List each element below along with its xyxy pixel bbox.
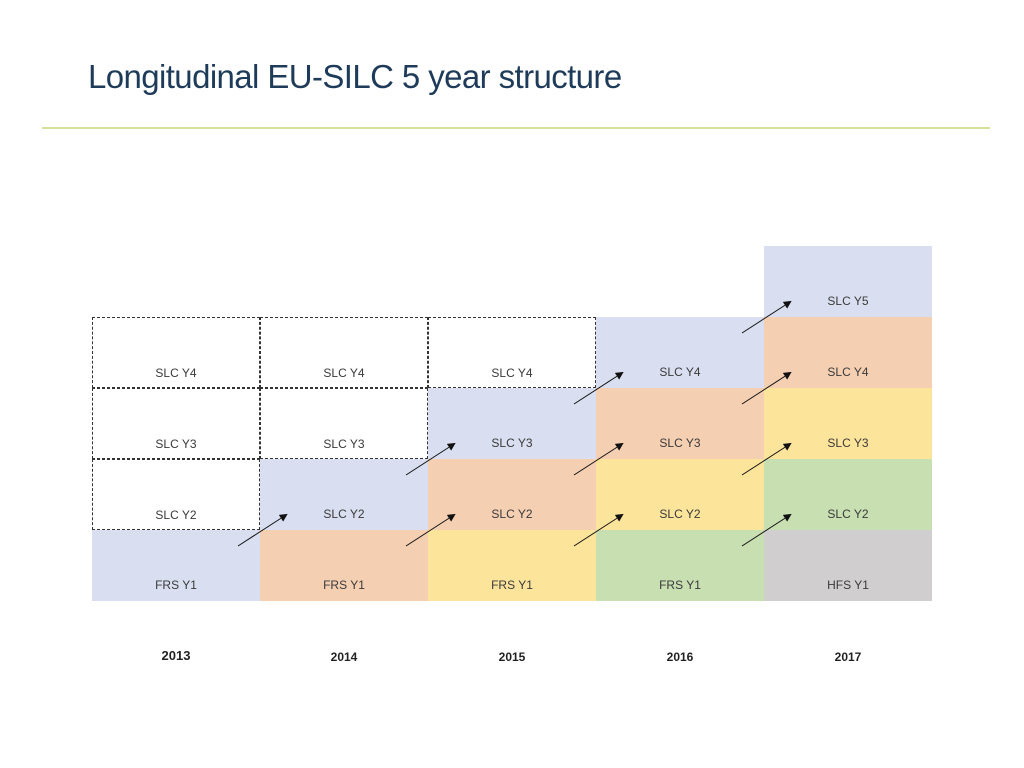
page-title: Longitudinal EU-SILC 5 year structure <box>88 58 622 95</box>
cell-label: SLC Y5 <box>827 294 869 308</box>
title-divider <box>42 127 990 129</box>
cell-label: FRS Y1 <box>323 578 365 592</box>
cell-y3-2015: SLC Y3 <box>428 388 596 459</box>
cell-label: SLC Y4 <box>323 366 365 380</box>
cell-label: SLC Y4 <box>155 366 197 380</box>
cell-label: SLC Y3 <box>491 436 533 450</box>
cell-label: FRS Y1 <box>491 578 533 592</box>
cell-y2-2013: SLC Y2 <box>92 459 260 530</box>
cell-y4-2017: SLC Y4 <box>764 317 932 388</box>
cell-y1-2015: FRS Y1 <box>428 530 596 601</box>
cell-y3-2014: SLC Y3 <box>260 388 428 459</box>
cell-label: SLC Y2 <box>155 508 197 522</box>
cell-label: SLC Y2 <box>827 507 869 521</box>
cell-y3-2017: SLC Y3 <box>764 388 932 459</box>
cell-y1-2017: HFS Y1 <box>764 530 932 601</box>
cell-label: SLC Y3 <box>155 437 197 451</box>
cell-y1-2014: FRS Y1 <box>260 530 428 601</box>
cell-y4-2013: SLC Y4 <box>92 317 260 388</box>
cell-y5-2017: SLC Y5 <box>764 246 932 317</box>
cell-y3-2013: SLC Y3 <box>92 388 260 459</box>
cell-y1-2016: FRS Y1 <box>596 530 764 601</box>
cell-y4-2014: SLC Y4 <box>260 317 428 388</box>
cell-label: SLC Y4 <box>659 365 701 379</box>
cell-y2-2014: SLC Y2 <box>260 459 428 530</box>
cell-y1-2013: FRS Y1 <box>92 530 260 601</box>
cell-y2-2016: SLC Y2 <box>596 459 764 530</box>
cell-y4-2016: SLC Y4 <box>596 317 764 388</box>
cell-y2-2015: SLC Y2 <box>428 459 596 530</box>
cell-label: SLC Y3 <box>827 436 869 450</box>
cell-label: SLC Y2 <box>491 507 533 521</box>
cell-label: FRS Y1 <box>155 578 197 592</box>
year-label-2015: 2015 <box>498 650 526 664</box>
year-label-2016: 2016 <box>666 650 694 664</box>
cell-label: SLC Y2 <box>323 507 365 521</box>
cell-label: HFS Y1 <box>827 578 869 592</box>
cell-label: SLC Y2 <box>659 507 701 521</box>
cell-label: SLC Y4 <box>491 366 533 380</box>
cell-y4-2015: SLC Y4 <box>428 317 596 388</box>
year-label-2013: 2013 <box>161 648 191 663</box>
cell-label: SLC Y3 <box>323 437 365 451</box>
cell-label: SLC Y3 <box>659 436 701 450</box>
year-label-2014: 2014 <box>330 650 358 664</box>
cell-y2-2017: SLC Y2 <box>764 459 932 530</box>
cell-label: SLC Y4 <box>827 365 869 379</box>
cell-y3-2016: SLC Y3 <box>596 388 764 459</box>
year-label-2017: 2017 <box>834 650 862 664</box>
cell-label: FRS Y1 <box>659 578 701 592</box>
